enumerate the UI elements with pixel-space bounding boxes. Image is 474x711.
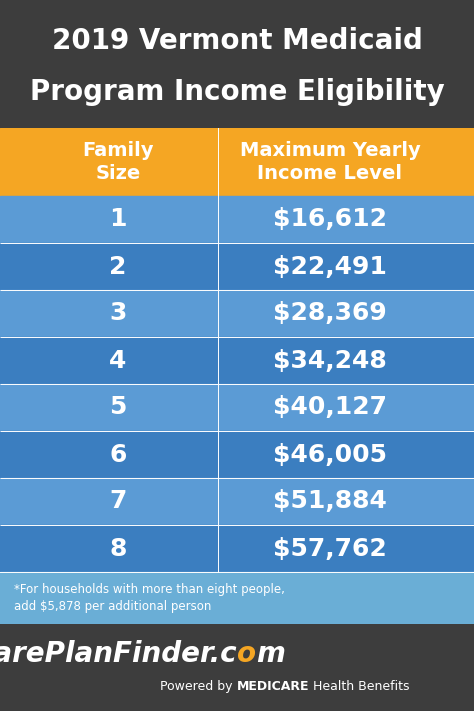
Bar <box>0 290 474 337</box>
Text: MEDICARE: MEDICARE <box>237 680 310 693</box>
Bar <box>0 243 474 290</box>
Text: 8: 8 <box>109 537 127 560</box>
Text: $40,127: $40,127 <box>273 395 387 419</box>
Bar <box>0 572 474 624</box>
Text: $46,005: $46,005 <box>273 442 387 466</box>
Text: 2019 Vermont Medicaid: 2019 Vermont Medicaid <box>52 27 422 55</box>
Bar <box>0 478 474 525</box>
Text: $28,369: $28,369 <box>273 301 387 326</box>
Text: MedicarePlanFinder.c: MedicarePlanFinder.c <box>0 641 237 668</box>
Text: 4: 4 <box>109 348 127 373</box>
Text: o: o <box>237 641 256 668</box>
Text: Program Income Eligibility: Program Income Eligibility <box>29 78 444 106</box>
Text: 1: 1 <box>109 208 127 232</box>
Text: 2: 2 <box>109 255 127 279</box>
Bar <box>0 196 474 243</box>
Bar <box>0 128 474 196</box>
Text: *For households with more than eight people,
add $5,878 per additional person: *For households with more than eight peo… <box>14 583 285 613</box>
Text: Family
Size: Family Size <box>82 141 154 183</box>
Bar <box>0 337 474 384</box>
Text: MEDICARE: MEDICARE <box>237 680 310 693</box>
Bar <box>0 525 474 572</box>
Text: $34,248: $34,248 <box>273 348 387 373</box>
Text: 5: 5 <box>109 395 127 419</box>
Text: $51,884: $51,884 <box>273 489 387 513</box>
Text: Powered by: Powered by <box>161 680 237 693</box>
Text: Health Benefits: Health Benefits <box>310 680 410 693</box>
Text: Maximum Yearly
Income Level: Maximum Yearly Income Level <box>240 141 420 183</box>
Text: 6: 6 <box>109 442 127 466</box>
Text: $57,762: $57,762 <box>273 537 387 560</box>
Text: $22,491: $22,491 <box>273 255 387 279</box>
Bar <box>0 384 474 431</box>
Text: m: m <box>256 641 285 668</box>
Text: 7: 7 <box>109 489 127 513</box>
Text: $16,612: $16,612 <box>273 208 387 232</box>
Bar <box>0 431 474 478</box>
Text: 3: 3 <box>109 301 127 326</box>
